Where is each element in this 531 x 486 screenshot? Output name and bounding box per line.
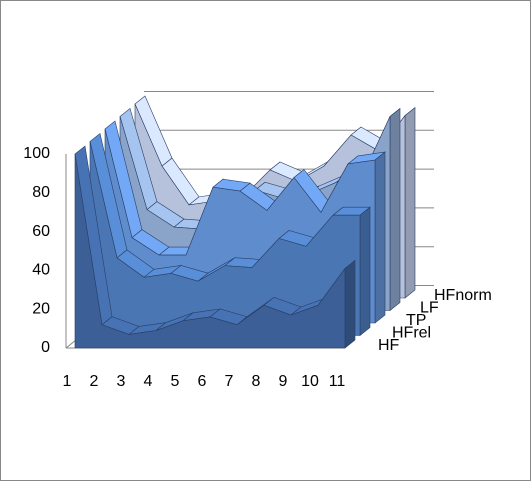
series-label: HFnorm [434,287,492,304]
area [89,141,361,336]
x-tick-label: 9 [279,373,288,390]
x-tick-label: 7 [225,373,234,390]
y-tick-label: 0 [41,339,50,356]
y-tick-label: 60 [32,223,50,240]
area-side [374,151,386,324]
area-side [389,107,401,312]
y-tick-label: 100 [23,145,50,162]
x-tick-label: 6 [198,373,207,390]
x-tick-label: 5 [171,373,180,390]
series-label: HF [378,337,400,354]
x-tick-label: 1 [63,373,72,390]
series-label: LF [420,300,439,317]
x-tick-label: 4 [144,373,153,390]
x-tick-label: 8 [252,373,261,390]
x-tick-label: 3 [117,373,126,390]
x-tick-label: 2 [90,373,99,390]
area-side [404,107,416,299]
area-side [359,206,371,337]
y-tick-label: 80 [32,184,50,201]
series-label: TP [406,312,426,329]
x-tick-label: 10 [301,373,319,390]
y-tick-label: 20 [32,300,50,317]
y-tick-label: 40 [32,262,50,279]
series-label: HFrel [392,325,431,342]
area [74,153,346,349]
area-side [344,259,356,349]
x-tick-label: 11 [329,373,346,390]
